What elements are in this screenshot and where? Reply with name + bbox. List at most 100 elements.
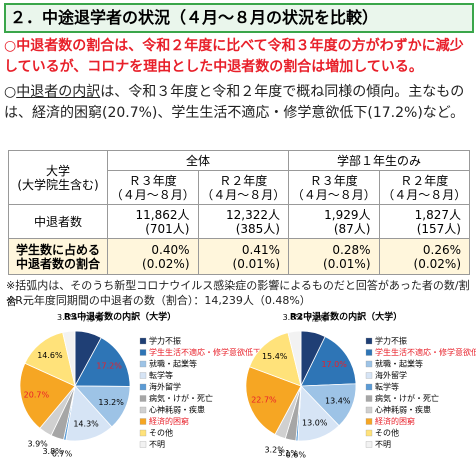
group-header: 全体 <box>107 150 289 171</box>
data-label: 17.0% <box>321 360 347 369</box>
legend-label: 経済的困窮 <box>375 416 415 426</box>
data-label: 14.6% <box>37 351 63 360</box>
data-label: 13.2% <box>98 398 124 407</box>
header-text: （４月～８月） <box>382 187 467 202</box>
pie-slice <box>62 330 76 387</box>
data-label: 7.2% <box>306 314 327 323</box>
title: ２．中途退学者の状況（４月～８月の状況を比較） <box>4 3 474 33</box>
header-text: Ｒ３年度 <box>309 173 358 188</box>
column-header: Ｒ２年度 （４月～８月） <box>197 170 289 205</box>
column-header: Ｒ３年度 （４月～８月） <box>107 170 199 205</box>
bullet: ○中退者数の割合は、令和２年度に比べて令和３年度の方がわずかに減少しているが、コ… <box>4 36 472 78</box>
data-label: 3.1% <box>278 449 299 458</box>
cell-text: (385人) <box>235 221 280 236</box>
cell-text: 0.40% <box>151 242 190 257</box>
legend-label: 就職・起業等 <box>149 359 197 369</box>
cell-text: 0.26% <box>422 242 461 257</box>
group-header: 学部１年生のみ <box>288 150 470 171</box>
header-text: （４月～８月） <box>201 187 286 202</box>
legend-label: 学生生活不適応・修学意欲低下 <box>149 347 261 357</box>
cell-text: (0.02%) <box>142 256 190 271</box>
cell-text: (0.01%) <box>232 256 280 271</box>
legend-marker <box>139 429 147 437</box>
data-label: 14.3% <box>73 420 99 429</box>
pie-slice <box>24 331 76 387</box>
legend-label: 転学等 <box>149 370 173 380</box>
bullet: ○中退者の内訳は、令和３年度と令和２年度で概ね同様の傾向。主なものは、経済的困窮… <box>4 82 472 124</box>
cell-text: 1,827人 <box>414 207 461 222</box>
data-label: 22.7% <box>251 395 277 404</box>
data-label: 15.4% <box>262 352 288 361</box>
bullet-text: は、令和３年度と令和２年度で概ね同様の傾向。主なものは、経済的困窮(20.7%)… <box>4 84 465 121</box>
cell-text: (157人) <box>416 221 461 236</box>
legend-label: 心神耗弱・疾患 <box>149 405 205 415</box>
legend-marker <box>139 383 147 391</box>
legend-label: 転学等 <box>375 382 399 392</box>
legend-label: 不明 <box>375 440 391 449</box>
chart-title: R3中退者数の内訳（大学） <box>64 311 176 323</box>
table: 大学 (大学院生含む) 全体 学部１年生のみ Ｒ３年度 （４月～８月） Ｒ２年度 （４月～８月… <box>8 150 470 275</box>
note: ※括弧内は、そのうち新型コロナウイルス感染症の影響によるものだと回答があった者の… <box>6 279 470 308</box>
row-label: 中退者数 <box>8 204 108 239</box>
data-label: 13.0% <box>302 419 328 428</box>
legend-label: 学力不振 <box>149 336 181 346</box>
cell-text: 0.28% <box>332 242 371 257</box>
cell: 11,862人 (701人) <box>107 204 199 239</box>
header-text: Ｒ２年度 <box>219 173 268 188</box>
cell: 0.41% (0.01%) <box>197 238 289 275</box>
legend-label: 心神耗弱・疾患 <box>375 405 431 415</box>
data-label: 13.4% <box>325 396 351 405</box>
note: ※R元年度同期間の中退者の数（割合）：14,239人（0.48%） <box>6 294 311 307</box>
header-text: Ｒ３年度 <box>128 173 177 188</box>
header-row: Ｒ３年度 （４月～８月） Ｒ２年度 （４月～８月） Ｒ３年度 （４月～８月） Ｒ２年度 （４月… <box>9 170 470 205</box>
cell-text: 11,862人 <box>135 207 190 222</box>
data-row: 中退者数 11,862人 (701人) 12,322人 (385人) 1,929人 (87人… <box>8 204 470 239</box>
legend-marker <box>365 395 373 402</box>
legend-marker <box>365 406 373 414</box>
legend-marker <box>365 383 373 391</box>
data-label: 3.2% <box>264 445 285 454</box>
chart-title: R2中退者数の内訳（大学） <box>290 311 402 323</box>
cell: 1,929人 (87人) <box>288 204 380 239</box>
legend-label: 学力不振 <box>375 336 407 346</box>
cell: 1,827人 (157人) <box>378 204 470 239</box>
legend-marker <box>365 372 373 379</box>
corner-cell: 大学 (大学院生含む) <box>8 150 108 205</box>
cell-text: 0.41% <box>241 242 280 257</box>
pie-slice <box>248 332 302 387</box>
row-label-text: 学生数に占める <box>15 242 100 257</box>
legend-label: 学生生活不適応・修学意欲低下 <box>375 347 476 357</box>
pie-slice <box>245 366 302 435</box>
legend-marker <box>139 372 147 379</box>
column-header: Ｒ２年度 （４月～８月） <box>378 170 470 205</box>
legend-label: その他 <box>149 428 173 438</box>
legend-marker <box>139 441 147 448</box>
data-label: 0.7% <box>52 449 73 458</box>
data-label: 0.6% <box>286 450 307 459</box>
pie-slice <box>65 385 113 442</box>
legend-label: 海外留学 <box>149 382 181 392</box>
cell: 0.26% (0.02%) <box>378 238 470 275</box>
legend-label: 就職・起業等 <box>375 359 423 369</box>
cell-text: (701人) <box>145 221 190 236</box>
header-text: Ｒ２年度 <box>400 173 449 188</box>
pie-slice <box>19 362 76 429</box>
cell: 0.40% (0.02%) <box>107 238 199 275</box>
bullet-text: ○中退者数の割合は、令和２年度に比べて令和３年度の方がわずかに減少しているが、コ… <box>4 38 464 75</box>
legend-label: 経済的困窮 <box>149 416 189 426</box>
data-label: 20.7% <box>24 390 50 399</box>
bullet-text: ○ <box>4 84 17 100</box>
header-text: （４月～８月） <box>110 187 195 202</box>
legend-marker <box>139 418 147 425</box>
legend-label: 海外留学 <box>375 370 407 380</box>
header-row: 大学 (大学院生含む) 全体 学部１年生のみ <box>8 150 470 205</box>
column-header: Ｒ３年度 （４月～８月） <box>288 170 380 205</box>
header-text: 大学 <box>45 163 70 178</box>
data-label: 3.8% <box>283 313 304 322</box>
legend-marker <box>139 337 147 345</box>
charts: R3中退者数の内訳（大学）7.9%17.2%13.2%14.3%0.7%3.8%… <box>19 311 476 459</box>
header-text: (大学院生含む) <box>17 177 99 192</box>
cell: 12,322人 (385人) <box>197 204 289 239</box>
legend-marker <box>139 395 147 402</box>
